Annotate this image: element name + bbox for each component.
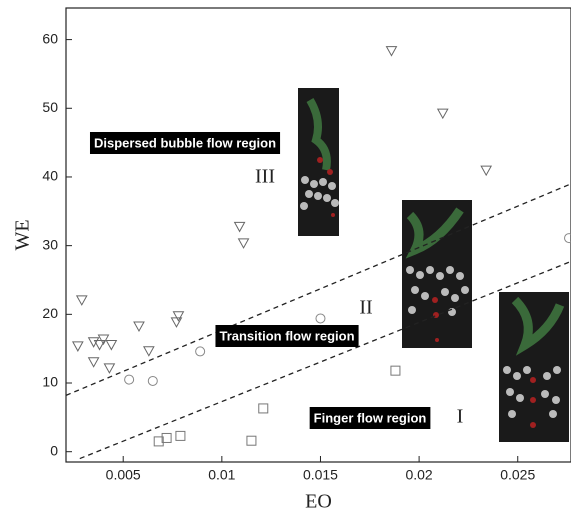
y-tick-label: 30 bbox=[42, 236, 58, 252]
annotation: Finger flow region bbox=[314, 410, 427, 425]
y-axis-label: WE bbox=[12, 219, 34, 250]
triangle-point bbox=[170, 317, 183, 328]
circle-point bbox=[315, 313, 326, 324]
square-point bbox=[161, 432, 172, 443]
square-point bbox=[390, 365, 401, 376]
y-tick-label: 50 bbox=[42, 99, 58, 115]
x-tick-label: 0.015 bbox=[303, 467, 338, 483]
triangle-point bbox=[103, 363, 116, 374]
square-point bbox=[246, 435, 257, 446]
triangle-point bbox=[133, 321, 145, 333]
triangle-point bbox=[385, 46, 398, 57]
triangle-point bbox=[75, 295, 88, 306]
region-numeral: III bbox=[255, 166, 275, 188]
boundary-line bbox=[79, 260, 571, 460]
square-point bbox=[258, 403, 269, 414]
annotation-box bbox=[215, 325, 359, 347]
annotation: Dispersed bubble flow region bbox=[94, 135, 276, 150]
circle-point bbox=[195, 346, 206, 357]
triangle-point bbox=[93, 340, 106, 351]
y-tick-label: 20 bbox=[42, 305, 58, 321]
boundary-line bbox=[65, 183, 571, 396]
y-tick-label: 60 bbox=[42, 30, 58, 46]
inset-image bbox=[298, 88, 339, 236]
x-tick-label: 0.005 bbox=[106, 467, 141, 483]
x-tick-label: 0.025 bbox=[500, 467, 535, 483]
annotation: Transition flow region bbox=[219, 328, 354, 343]
triangle-point bbox=[87, 337, 100, 348]
x-axis-label: EO bbox=[305, 491, 332, 513]
y-tick-label: 0 bbox=[50, 442, 58, 458]
circle-point bbox=[564, 233, 571, 244]
triangle-point bbox=[237, 238, 250, 249]
circle-point bbox=[147, 375, 158, 386]
x-tick-label: 0.02 bbox=[405, 467, 432, 483]
circle-point bbox=[124, 374, 135, 385]
triangle-point bbox=[233, 221, 246, 233]
square-point bbox=[153, 436, 164, 447]
annotation-box bbox=[309, 407, 431, 429]
y-tick-label: 10 bbox=[42, 374, 58, 390]
triangle-point bbox=[97, 334, 110, 346]
region-numeral: I bbox=[457, 406, 464, 428]
triangle-point bbox=[143, 346, 155, 357]
plot-frame bbox=[65, 7, 571, 463]
inset-image bbox=[499, 292, 569, 442]
annotation-box bbox=[89, 132, 281, 154]
triangle-point bbox=[436, 108, 449, 120]
inset-image bbox=[402, 200, 472, 348]
x-tick-label: 0.01 bbox=[208, 467, 235, 483]
triangle-point bbox=[480, 165, 493, 177]
region-numeral: II bbox=[359, 297, 372, 319]
triangle-point bbox=[105, 340, 118, 351]
triangle-point bbox=[172, 311, 185, 322]
square-point bbox=[175, 430, 186, 441]
y-tick-label: 40 bbox=[42, 168, 58, 184]
triangle-point bbox=[71, 341, 84, 352]
triangle-point bbox=[87, 357, 100, 368]
